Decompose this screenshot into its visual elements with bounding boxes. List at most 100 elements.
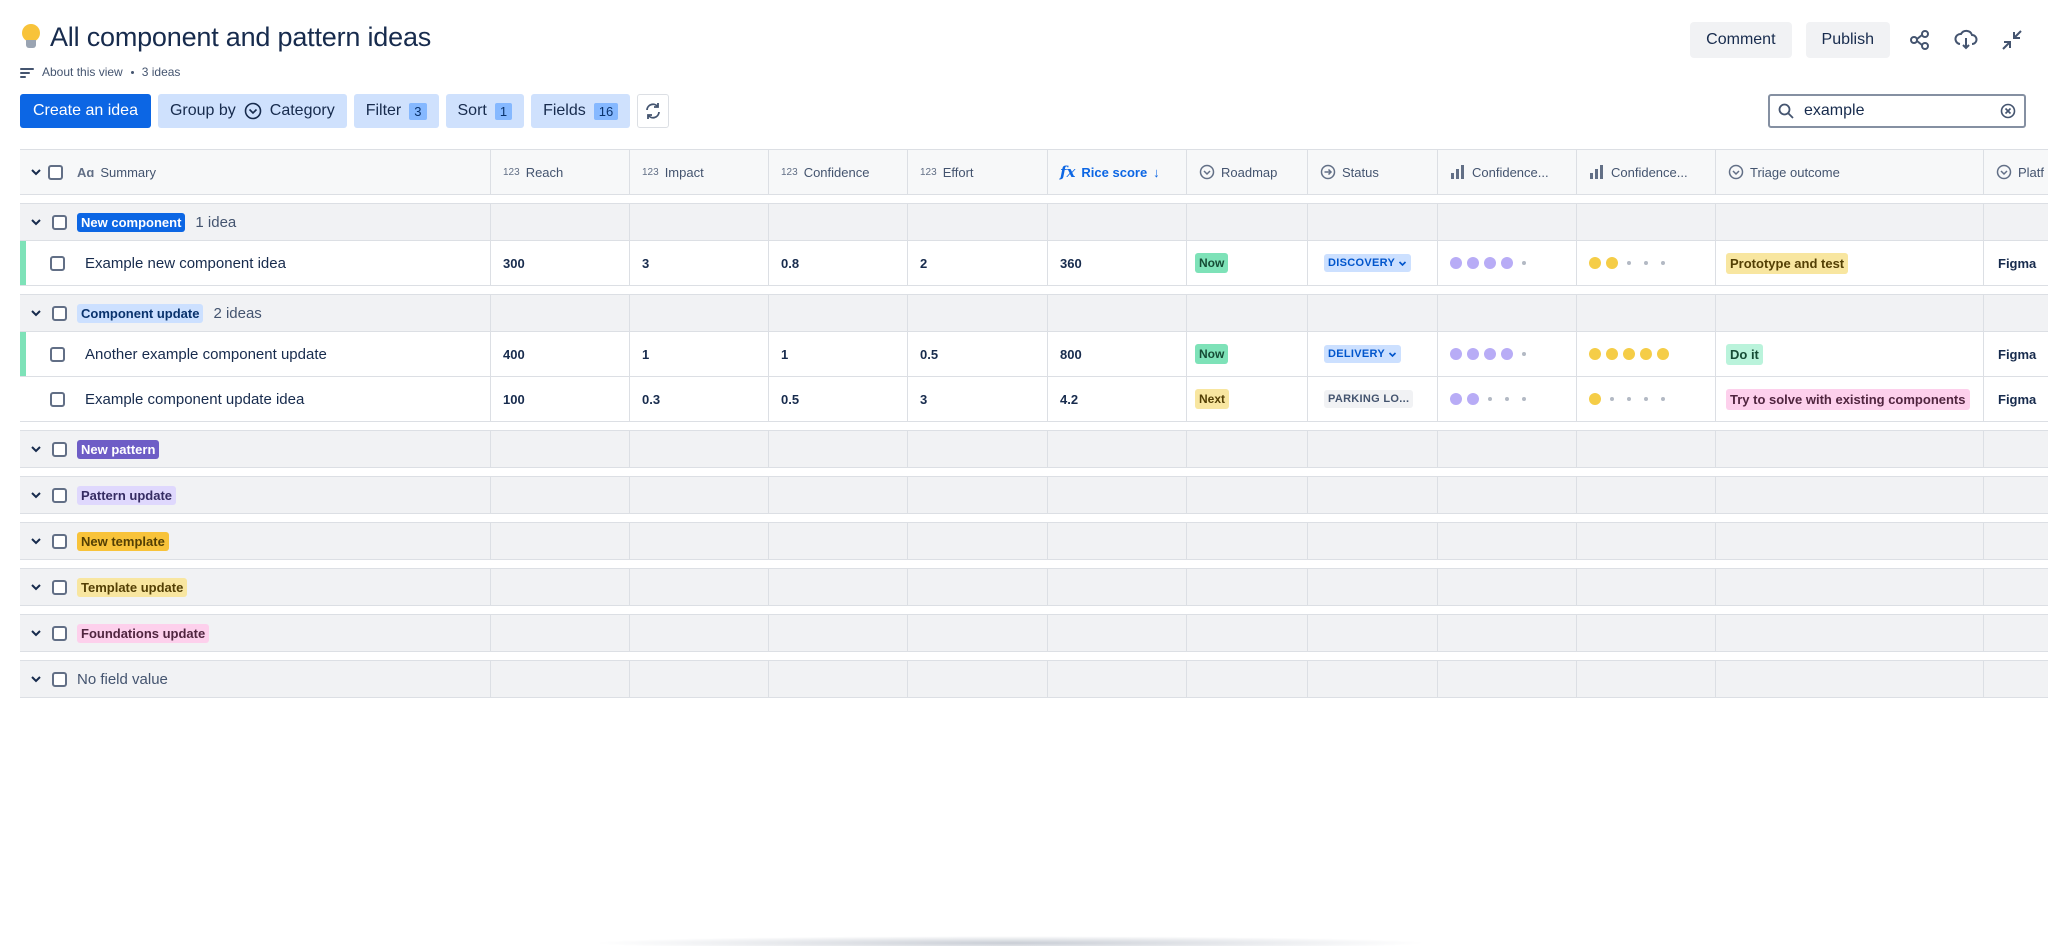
confidence-rating-2[interactable] — [1589, 393, 1669, 405]
share-icon[interactable] — [1904, 24, 1936, 56]
table-row[interactable]: Another example component update 400 1 1 0.5… — [20, 332, 2048, 377]
confidence-cell[interactable]: 0.5 — [769, 377, 908, 421]
roadmap-cell[interactable]: Next — [1187, 377, 1308, 421]
impact-cell[interactable]: 0.3 — [630, 377, 769, 421]
table-row[interactable]: Example component update idea 100 0.3 0.5 3 4… — [20, 377, 2048, 422]
collapse-icon[interactable] — [1996, 24, 2028, 56]
column-rice-score[interactable]: fx Rice score ↓ — [1048, 150, 1187, 194]
column-confidence[interactable]: 123 Confidence — [769, 150, 908, 194]
status-lozenge[interactable]: DELIVERY — [1324, 345, 1402, 363]
confidence-scale-cell[interactable] — [1438, 241, 1577, 285]
confidence-rating[interactable] — [1450, 393, 1530, 405]
status-cell[interactable]: PARKING LO... — [1308, 377, 1438, 421]
confidence-rating-2[interactable] — [1589, 257, 1669, 269]
column-roadmap[interactable]: Roadmap — [1187, 150, 1308, 194]
group-checkbox[interactable] — [52, 487, 67, 503]
effort-cell[interactable]: 3 — [908, 377, 1048, 421]
chevron-down-icon[interactable] — [30, 581, 42, 593]
column-platform[interactable]: Platf — [1984, 150, 2048, 194]
create-idea-button[interactable]: Create an idea — [20, 94, 151, 128]
column-confidence-scale-2[interactable]: Confidence... — [1577, 150, 1716, 194]
confidence-rating[interactable] — [1450, 257, 1530, 269]
row-checkbox[interactable] — [50, 391, 65, 407]
effort-cell[interactable]: 0.5 — [908, 332, 1048, 376]
idea-summary[interactable]: Example component update idea — [85, 390, 305, 408]
group-row[interactable]: No field value — [20, 660, 2048, 698]
refresh-button[interactable] — [637, 94, 670, 128]
status-lozenge[interactable]: PARKING LO... — [1324, 390, 1414, 408]
confidence-scale-2-cell[interactable] — [1577, 332, 1716, 376]
column-status[interactable]: Status — [1308, 150, 1438, 194]
group-by-button[interactable]: Group by Category — [157, 94, 347, 128]
summary-cell[interactable]: Example component update idea — [20, 377, 491, 421]
impact-cell[interactable]: 1 — [630, 332, 769, 376]
impact-cell[interactable]: 3 — [630, 241, 769, 285]
group-row[interactable]: New component 1 idea — [20, 203, 2048, 241]
reach-cell[interactable]: 400 — [491, 332, 630, 376]
group-checkbox[interactable] — [52, 533, 67, 549]
reach-cell[interactable]: 300 — [491, 241, 630, 285]
group-checkbox[interactable] — [52, 579, 67, 595]
row-checkbox[interactable] — [50, 346, 65, 362]
group-row[interactable]: New template — [20, 522, 2048, 560]
idea-summary[interactable]: Another example component update — [85, 345, 327, 363]
confidence-scale-2-cell[interactable] — [1577, 377, 1716, 421]
group-row[interactable]: Template update — [20, 568, 2048, 606]
roadmap-cell[interactable]: Now — [1187, 332, 1308, 376]
summary-cell[interactable]: Another example component update — [20, 332, 491, 376]
sort-button[interactable]: Sort 1 — [445, 94, 525, 128]
select-all-checkbox[interactable] — [48, 164, 63, 180]
confidence-cell[interactable]: 1 — [769, 332, 908, 376]
group-row[interactable]: Foundations update — [20, 614, 2048, 652]
group-checkbox[interactable] — [52, 214, 67, 230]
confidence-scale-cell[interactable] — [1438, 332, 1577, 376]
row-checkbox[interactable] — [50, 255, 65, 271]
effort-cell[interactable]: 2 — [908, 241, 1048, 285]
status-cell[interactable]: DELIVERY — [1308, 332, 1438, 376]
confidence-cell[interactable]: 0.8 — [769, 241, 908, 285]
confidence-rating-2[interactable] — [1589, 348, 1669, 360]
column-confidence-scale[interactable]: Confidence... — [1438, 150, 1577, 194]
column-impact[interactable]: 123 Impact — [630, 150, 769, 194]
group-checkbox[interactable] — [52, 625, 67, 641]
chevron-down-icon[interactable] — [30, 627, 42, 639]
idea-summary[interactable]: Example new component idea — [85, 254, 286, 272]
platform-cell[interactable]: Figma — [1998, 255, 2037, 271]
group-row[interactable]: Component update 2 ideas — [20, 294, 2048, 332]
comment-button[interactable]: Comment — [1690, 22, 1792, 58]
summary-cell[interactable]: Example new component idea — [20, 241, 491, 285]
confidence-rating[interactable] — [1450, 348, 1530, 360]
status-cell[interactable]: DISCOVERY — [1308, 241, 1438, 285]
search-input[interactable]: example — [1768, 94, 2026, 128]
triage-cell[interactable]: Do it — [1716, 332, 1984, 376]
column-summary[interactable]: Aɑ Summary — [20, 150, 491, 194]
confidence-scale-2-cell[interactable] — [1577, 241, 1716, 285]
clear-search-icon[interactable] — [2000, 103, 2016, 119]
triage-cell[interactable]: Prototype and test — [1716, 241, 1984, 285]
about-view-link[interactable]: About this view — [42, 65, 123, 79]
chevron-down-icon[interactable] — [30, 216, 42, 228]
group-row[interactable]: Pattern update — [20, 476, 2048, 514]
confidence-scale-cell[interactable] — [1438, 377, 1577, 421]
table-row[interactable]: Example new component idea 300 3 0.8 2 360 Now… — [20, 241, 2048, 286]
publish-button[interactable]: Publish — [1805, 22, 1890, 58]
reach-cell[interactable]: 100 — [491, 377, 630, 421]
column-effort[interactable]: 123 Effort — [908, 150, 1048, 194]
group-checkbox[interactable] — [52, 671, 67, 687]
platform-cell[interactable]: Figma — [1998, 391, 2037, 407]
group-row[interactable]: New pattern — [20, 430, 2048, 468]
chevron-down-icon[interactable] — [30, 673, 42, 685]
chevron-down-icon[interactable] — [30, 489, 42, 501]
cloud-download-icon[interactable] — [1950, 24, 1982, 56]
filter-button[interactable]: Filter 3 — [353, 94, 439, 128]
fields-button[interactable]: Fields 16 — [531, 94, 631, 128]
status-lozenge[interactable]: DISCOVERY — [1324, 254, 1412, 272]
roadmap-cell[interactable]: Now — [1187, 241, 1308, 285]
column-triage[interactable]: Triage outcome — [1716, 150, 1984, 194]
chevron-down-icon[interactable] — [30, 307, 42, 319]
chevron-down-icon[interactable] — [30, 535, 42, 547]
column-reach[interactable]: 123 Reach — [491, 150, 630, 194]
chevron-down-icon[interactable] — [30, 166, 42, 178]
group-checkbox[interactable] — [52, 305, 67, 321]
chevron-down-icon[interactable] — [30, 443, 42, 455]
